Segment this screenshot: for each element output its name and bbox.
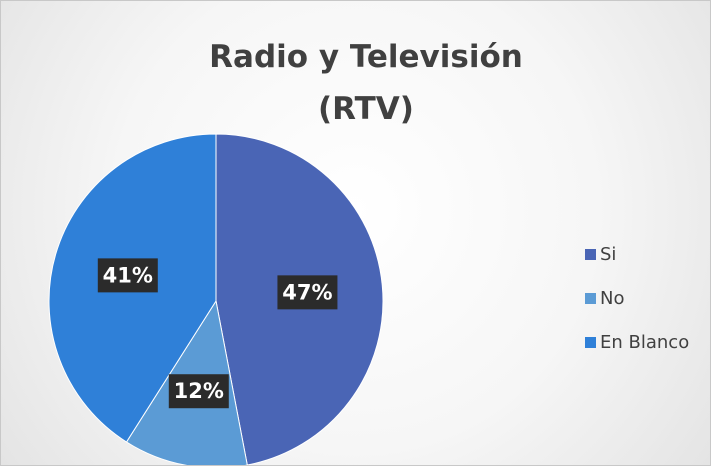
legend-swatch <box>585 249 596 260</box>
data-label-box <box>277 275 338 310</box>
data-label: 12% <box>174 379 224 403</box>
chart-title: Radio y Televisión (RTV) <box>209 39 523 127</box>
legend-swatch <box>585 293 596 304</box>
data-label: 47% <box>282 280 332 304</box>
data-label-box <box>97 258 158 293</box>
legend-swatch <box>585 337 596 348</box>
legend-label: En Blanco <box>600 332 689 353</box>
legend-label: Si <box>600 244 616 265</box>
data-label: 41% <box>103 263 153 287</box>
legend-label: No <box>600 288 624 309</box>
data-label-box <box>168 374 229 409</box>
